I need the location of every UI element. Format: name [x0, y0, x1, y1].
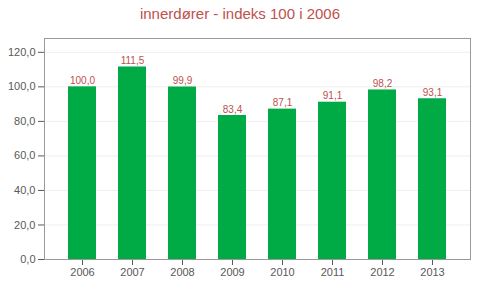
svg-text:20,0: 20,0	[14, 218, 35, 230]
svg-text:2012: 2012	[370, 266, 394, 278]
svg-text:111,5: 111,5	[121, 55, 145, 66]
svg-text:83,4: 83,4	[223, 104, 243, 115]
svg-text:2008: 2008	[170, 266, 194, 278]
svg-text:2009: 2009	[220, 266, 244, 278]
svg-text:100,0: 100,0	[8, 80, 36, 92]
svg-text:2011: 2011	[321, 266, 345, 278]
svg-text:93,1: 93,1	[423, 87, 443, 98]
svg-text:60,0: 60,0	[14, 149, 35, 161]
svg-text:98,2: 98,2	[373, 78, 393, 89]
svg-text:2007: 2007	[120, 266, 144, 278]
svg-text:120,0: 120,0	[8, 46, 36, 58]
html-text:innerdører - indeks 100 i 2006: innerdører - indeks 100 i 2006	[139, 5, 341, 22]
svg-text:87,1: 87,1	[273, 97, 293, 108]
svg-text:2006: 2006	[70, 266, 94, 278]
svg-text:40,0: 40,0	[14, 184, 35, 196]
svg-text:0,0: 0,0	[20, 253, 35, 265]
svg-text:2013: 2013	[420, 266, 444, 278]
svg-text:99,9: 99,9	[173, 75, 193, 86]
svg-text:91,1: 91,1	[323, 90, 343, 101]
svg-text:80,0: 80,0	[14, 115, 35, 127]
svg-text:100,0: 100,0	[70, 75, 95, 86]
svg-text:2010: 2010	[270, 266, 294, 278]
